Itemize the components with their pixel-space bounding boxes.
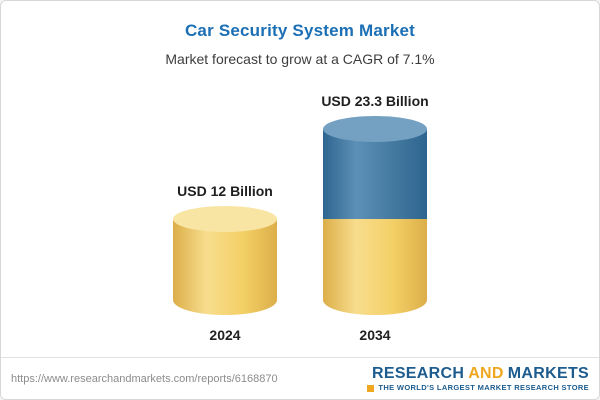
- bar-column-2034: USD 23.3 Billion 2034: [300, 93, 450, 343]
- cylinder-bar-chart: USD 12 Billion 2024 USD 23.3 Billion 203…: [1, 85, 599, 343]
- bar-value-label-2034: USD 23.3 Billion: [321, 92, 429, 109]
- logo-word-and: AND: [468, 364, 504, 382]
- cylinder-2024: [173, 206, 277, 315]
- cylinder-2024-top-cap: [173, 206, 277, 232]
- axis-label-2034: 2034: [359, 327, 391, 343]
- logo-gold-square-icon: [367, 384, 375, 392]
- logo-tagline: THE WORLD'S LARGEST MARKET RESEARCH STOR…: [378, 383, 589, 393]
- bar-value-label-2024: USD 12 Billion: [177, 183, 273, 199]
- report-url: https://www.researchandmarkets.com/repor…: [11, 372, 278, 385]
- logo-word-research: RESEARCH: [372, 364, 465, 382]
- chart-title: Car Security System Market: [184, 21, 416, 40]
- chart-header: Car Security System Market Market foreca…: [1, 1, 599, 67]
- footer-bar: https://www.researchandmarkets.com/repor…: [1, 357, 599, 399]
- cylinder-2034-top-cap: [323, 115, 427, 142]
- cylinder-2024-body: [173, 206, 277, 315]
- research-and-markets-logo: RESEARCH AND MARKETS THE WORLD'S LARGEST M…: [367, 365, 589, 393]
- bar-column-2024: USD 12 Billion 2024: [150, 183, 300, 343]
- cylinder-2034: [323, 115, 427, 315]
- logo-wordmark: RESEARCH AND MARKETS: [367, 365, 589, 383]
- cylinder-2034-growth-segment: [323, 115, 427, 219]
- chart-subtitle: Market forecast to grow at a CAGR of 7.1…: [165, 51, 435, 67]
- logo-word-markets: MARKETS: [507, 364, 589, 382]
- logo-tagline-row: THE WORLD'S LARGEST MARKET RESEARCH STOR…: [367, 383, 589, 393]
- axis-label-2024: 2024: [209, 327, 241, 343]
- cylinder-2034-base-segment: [323, 219, 427, 315]
